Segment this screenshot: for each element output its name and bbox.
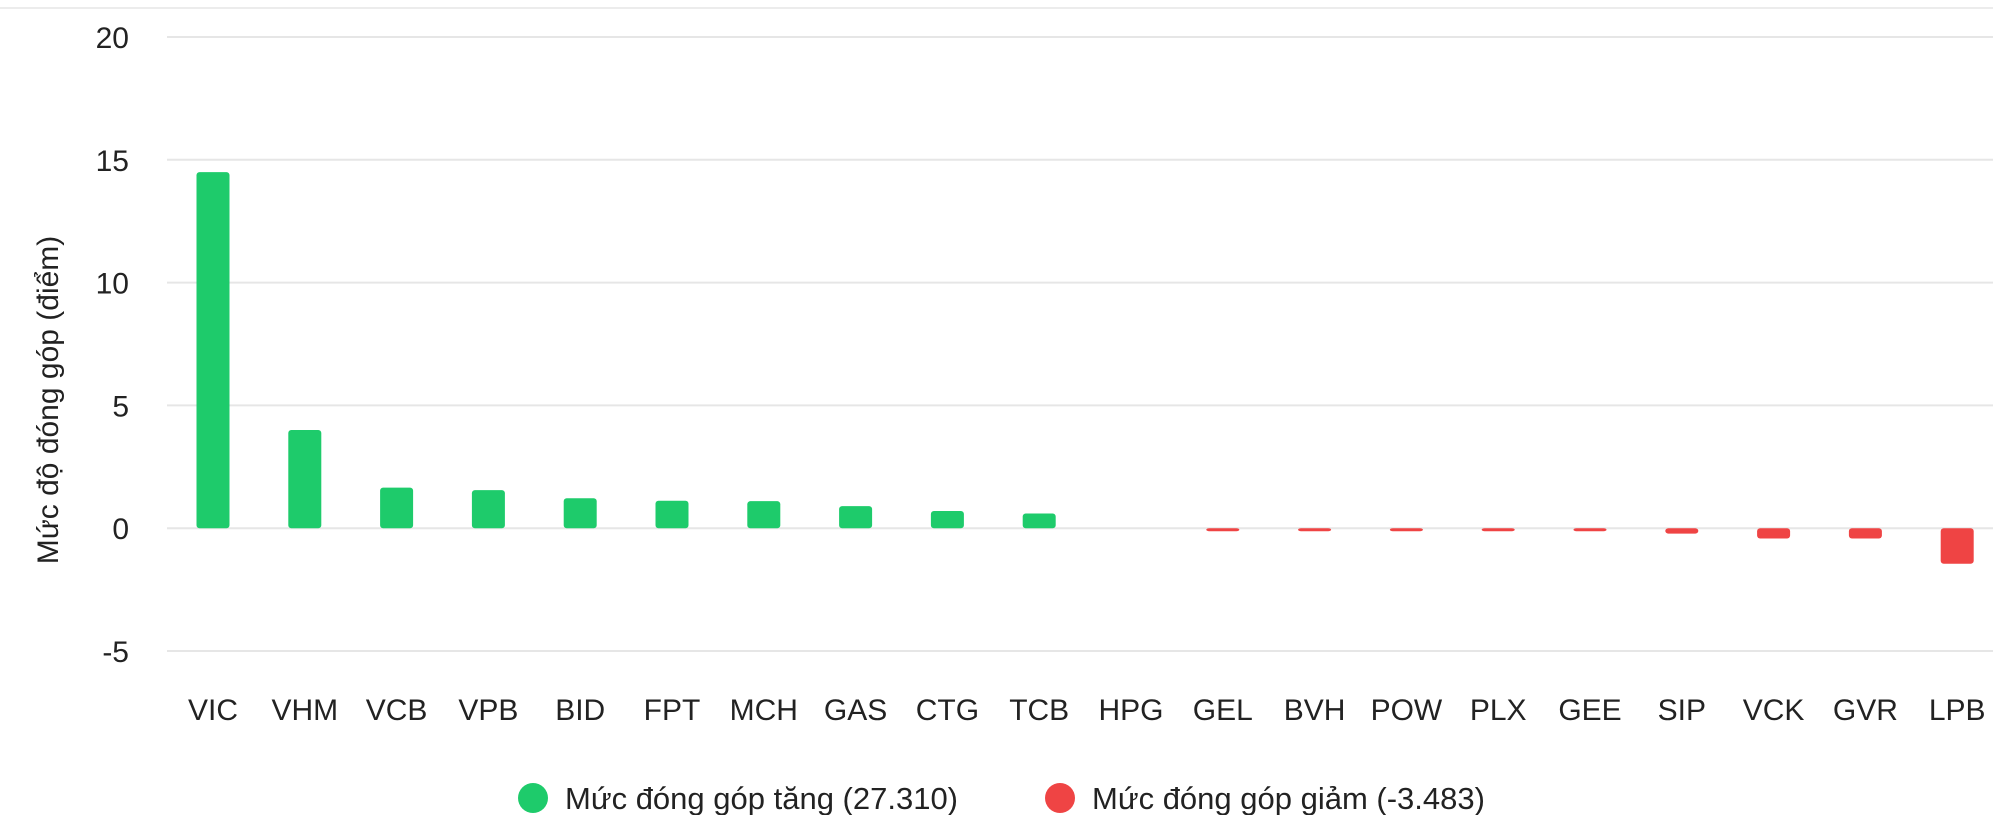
bar-increase-gas[interactable] <box>839 506 873 529</box>
legend-label-increase: Mức đóng góp tăng (27.310) <box>565 781 958 815</box>
bar-decrease-pow[interactable] <box>1389 528 1423 532</box>
legend-label-decrease: Mức đóng góp giảm (-3.483) <box>1092 781 1485 815</box>
x-tick-label: LPB <box>1929 694 1986 727</box>
y-tick-label: -5 <box>102 636 129 669</box>
x-tick-label: VIC <box>188 694 238 727</box>
x-tick-label: GAS <box>824 694 887 727</box>
y-axis-title: Mức độ đóng góp (điểm) <box>32 236 65 565</box>
bar-increase-ctg[interactable] <box>930 511 964 529</box>
bar-increase-fpt[interactable] <box>655 500 689 529</box>
x-tick-label: TCB <box>1009 694 1069 727</box>
x-tick-label: HPG <box>1098 694 1163 727</box>
legend-swatch-increase <box>518 783 548 813</box>
bar-increase-bid[interactable] <box>563 498 597 529</box>
y-tick-label: 10 <box>96 268 129 301</box>
bar-increase-vcb[interactable] <box>380 487 414 529</box>
bar-decrease-bvh[interactable] <box>1298 528 1332 532</box>
bar-decrease-sip[interactable] <box>1665 528 1699 534</box>
x-tick-label: POW <box>1371 694 1443 727</box>
x-tick-label: VCB <box>366 694 428 727</box>
legend-item-decrease[interactable]: Mức đóng góp giảm (-3.483) <box>1045 781 1485 815</box>
x-tick-label: FPT <box>644 694 701 727</box>
bar-increase-vic[interactable] <box>196 172 230 529</box>
bar-increase-mch[interactable] <box>747 501 781 529</box>
gridlines <box>167 36 1993 652</box>
x-tick-label: VHM <box>271 694 338 727</box>
x-tick-label: BVH <box>1284 694 1346 727</box>
x-tick-label: PLX <box>1470 694 1527 727</box>
x-tick-label: GEL <box>1193 694 1253 727</box>
bar-decrease-gvr[interactable] <box>1848 528 1882 539</box>
bar-increase-vhm[interactable] <box>288 429 322 529</box>
y-tick-label: 15 <box>96 145 129 178</box>
legend-swatch-decrease <box>1045 783 1075 813</box>
y-tick-label: 5 <box>112 390 129 423</box>
bar-decrease-lpb[interactable] <box>1940 528 1974 564</box>
x-tick-label: GVR <box>1833 694 1898 727</box>
y-axis-ticks: -5 0 5 10 15 20 <box>96 22 129 669</box>
x-tick-label: SIP <box>1658 694 1706 727</box>
bar-increase-vpb[interactable] <box>471 490 505 529</box>
bar-decrease-plx[interactable] <box>1481 528 1515 532</box>
y-tick-label: 20 <box>96 22 129 55</box>
x-tick-label: VPB <box>458 694 518 727</box>
bar-increase-tcb[interactable] <box>1022 513 1056 529</box>
x-tick-label: GEE <box>1558 694 1621 727</box>
legend[interactable]: Mức đóng góp tăng (27.310) Mức đóng góp … <box>518 781 1485 815</box>
bar-decrease-vck[interactable] <box>1757 528 1791 539</box>
x-tick-label: CTG <box>916 694 979 727</box>
x-tick-label: VCK <box>1743 694 1805 727</box>
bar-decrease-gee[interactable] <box>1573 528 1607 532</box>
legend-item-increase[interactable]: Mức đóng góp tăng (27.310) <box>518 781 958 815</box>
x-tick-label: BID <box>555 694 605 727</box>
x-axis-labels: VIC VHM VCB VPB BID FPT MCH GAS CTG TCB HPG GEL BVH P… <box>188 694 1986 727</box>
y-tick-label: 0 <box>112 513 129 546</box>
bar-decrease-gel[interactable] <box>1206 528 1240 532</box>
bars <box>196 172 1974 564</box>
x-tick-label: MCH <box>730 694 798 727</box>
